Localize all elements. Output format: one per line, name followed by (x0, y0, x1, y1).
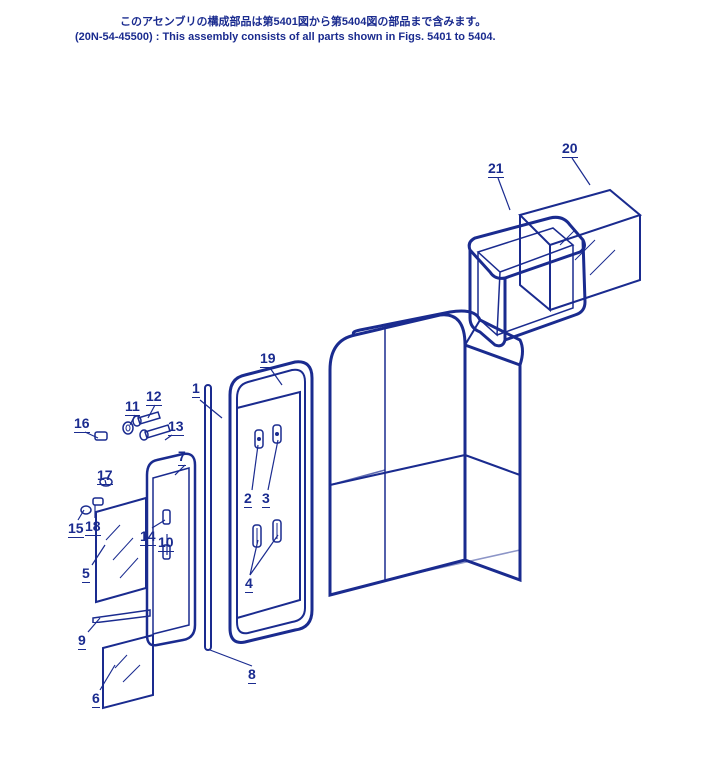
callout-2: 2 (244, 490, 252, 508)
callout-1: 1 (192, 380, 200, 398)
callout-19: 19 (260, 350, 276, 368)
callout-20: 20 (562, 140, 578, 158)
header-english: (20N-54-45500) : This assembly consists … (75, 30, 496, 45)
exploded-diagram: 1 2 3 4 5 6 7 8 9 10 11 12 13 14 15 16 1… (0, 60, 718, 760)
bolts-hardware (90, 410, 180, 470)
callout-12: 12 (146, 388, 162, 406)
callout-10: 10 (158, 534, 174, 552)
callout-14: 14 (140, 528, 156, 546)
callout-4: 4 (245, 575, 253, 593)
callout-16: 16 (74, 415, 90, 433)
callout-11: 11 (125, 398, 140, 416)
callout-5: 5 (82, 565, 90, 583)
front-glass (225, 380, 315, 630)
rear-seal (445, 200, 595, 360)
callout-15: 15 (68, 520, 84, 538)
divider-strip (88, 608, 158, 623)
callout-13: 13 (168, 418, 184, 436)
callout-3: 3 (262, 490, 270, 508)
header-japanese: このアセンブリの構成部品は第5401図から第5404図の部品まで含みます。 (120, 15, 486, 30)
header-description: This assembly consists of all parts show… (162, 31, 495, 43)
side-glass-lower (95, 630, 165, 715)
callout-6: 6 (92, 690, 100, 708)
callout-17: 17 (97, 467, 113, 485)
callout-8: 8 (248, 666, 256, 684)
callout-7: 7 (178, 448, 186, 466)
callout-21: 21 (488, 160, 504, 178)
callout-9: 9 (78, 632, 86, 650)
part-number: (20N-54-45500) : (75, 31, 162, 43)
callout-18: 18 (85, 518, 101, 536)
